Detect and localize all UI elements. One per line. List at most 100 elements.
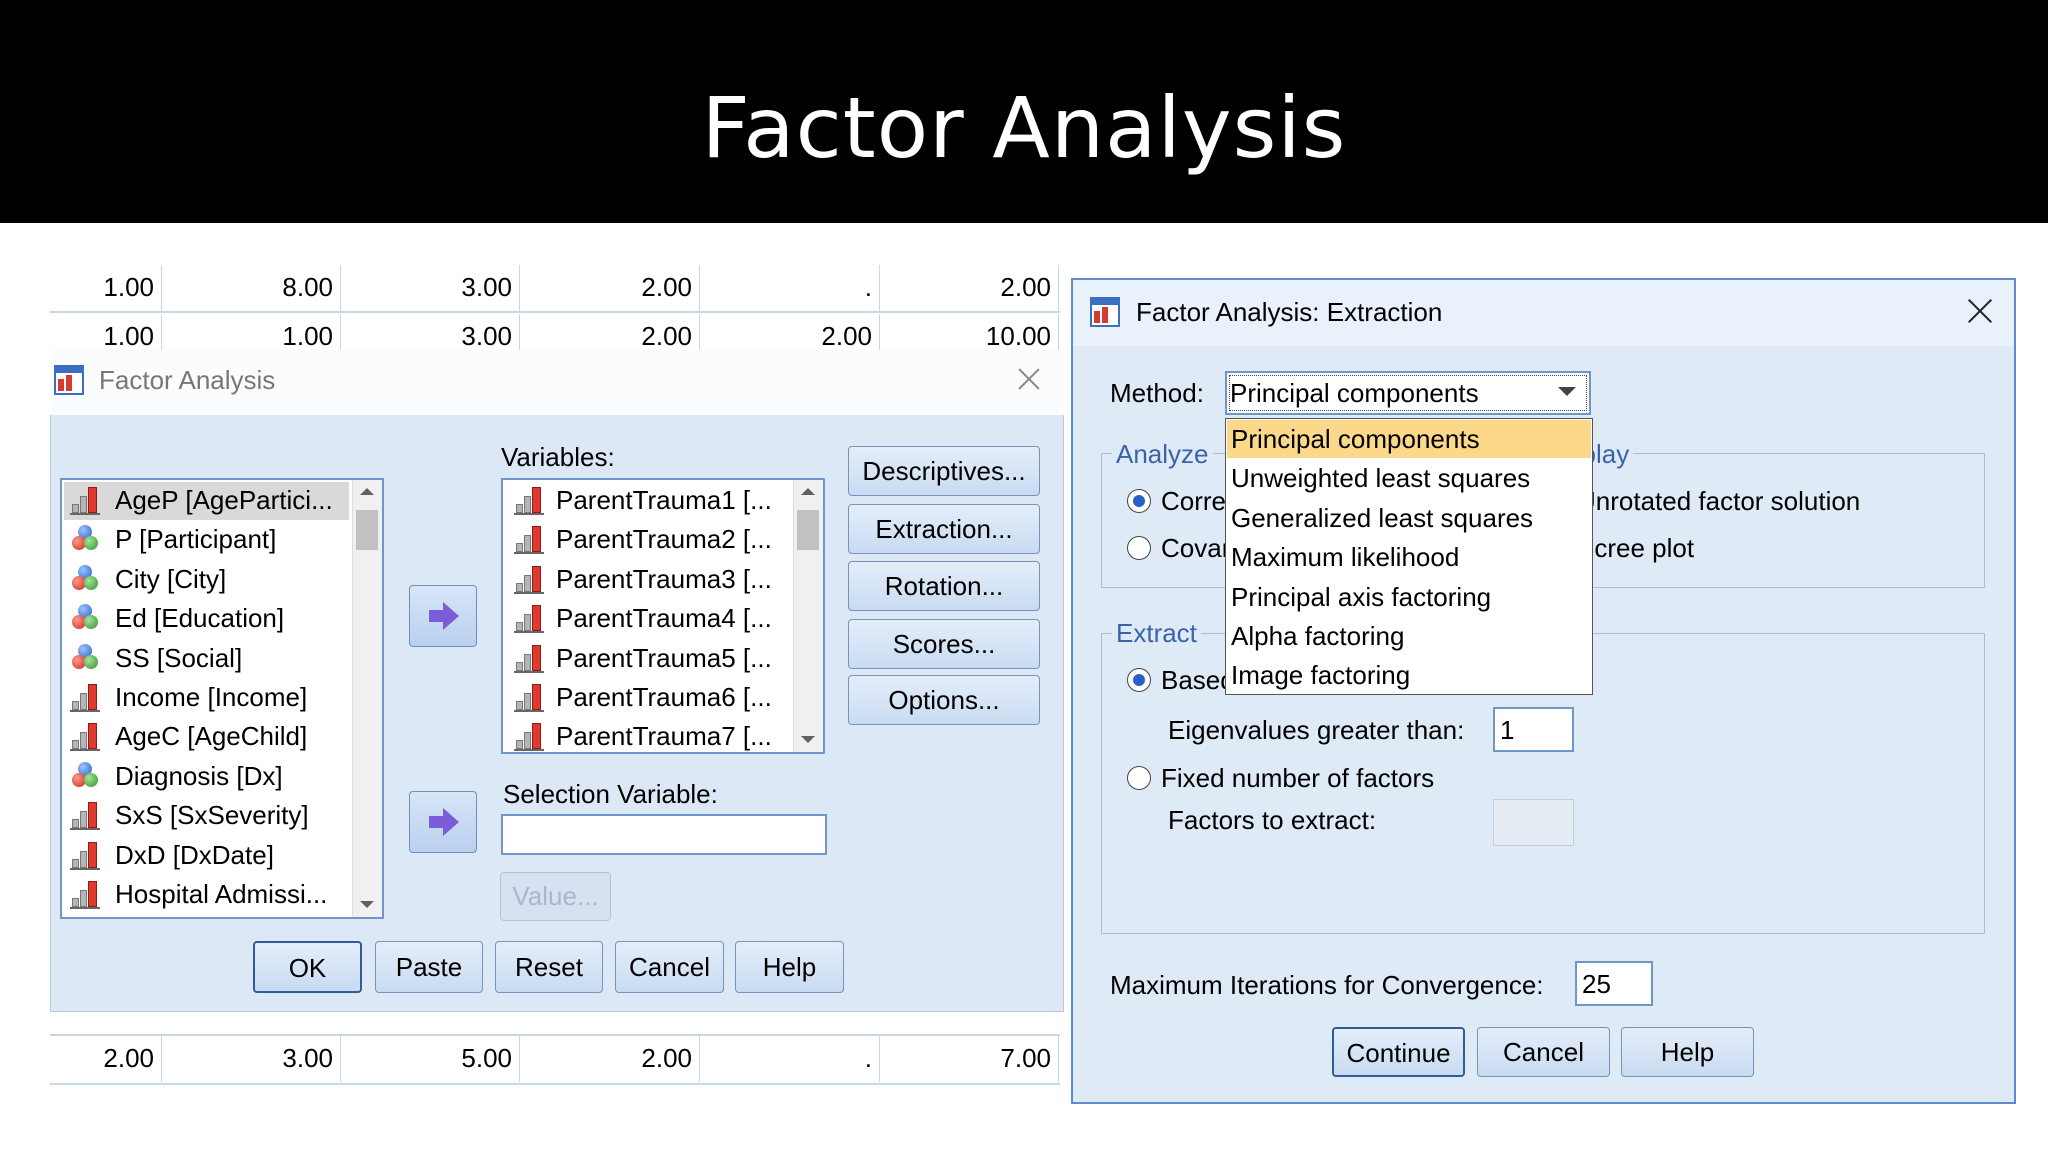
variable: ParentTrauma2 [...	[556, 524, 772, 555]
cell: .	[864, 272, 872, 302]
grid-col-line	[161, 1036, 162, 1082]
source-list[interactable]	[60, 478, 384, 919]
scale-icon	[524, 614, 531, 632]
header-bar	[0, 0, 2048, 223]
radio-button[interactable]	[1127, 766, 1151, 790]
dialog-button[interactable]: Help	[735, 941, 844, 993]
side-button[interactable]: Rotation...	[848, 561, 1040, 611]
selected-row	[64, 482, 349, 520]
dialog-titlebar	[50, 350, 1064, 415]
eigen-input[interactable]	[1493, 707, 1574, 752]
method-label: Method:	[1110, 378, 1204, 408]
scale-icon	[514, 710, 544, 712]
scroll-thumb	[797, 510, 819, 550]
close-button[interactable]	[1009, 359, 1049, 399]
side-button[interactable]: Extraction...	[848, 504, 1040, 554]
combo-arrow	[1558, 387, 1576, 396]
scale-icon	[88, 881, 97, 907]
method-option[interactable]: Unweighted least squares	[1231, 463, 1531, 494]
dialog-button[interactable]: OK	[253, 941, 362, 993]
nominal-icon	[72, 654, 86, 669]
cell: 2.00	[641, 321, 692, 351]
source-variable: Hospital Admissi...	[115, 879, 328, 909]
variables-list[interactable]	[501, 478, 825, 754]
field-label: Eigenvalues greater than:	[1168, 715, 1465, 745]
selection-label: Selection Variable:	[503, 779, 718, 809]
scale-icon	[514, 552, 544, 555]
dialog-button[interactable]: Cancel	[615, 941, 724, 993]
radio-dot	[1133, 495, 1145, 507]
nominal-icon	[78, 761, 92, 776]
grid-col-line	[1058, 1036, 1059, 1082]
group-label: Analyze	[1112, 437, 1213, 471]
source-variable: AgeC [AgeChild]	[115, 721, 308, 752]
scale-icon	[80, 890, 87, 907]
scale-icon	[532, 487, 541, 513]
method-option[interactable]: Principal components	[1231, 424, 1480, 454]
move-button[interactable]	[409, 791, 477, 853]
dialog-button[interactable]: Cancel	[1477, 1027, 1610, 1077]
variable: ParentTrauma5 [...	[556, 642, 772, 673]
nominal-icon	[78, 564, 92, 579]
scrollbar[interactable]	[352, 480, 382, 917]
scale-icon	[524, 535, 531, 553]
grid-row-line	[50, 1083, 1060, 1085]
method-option[interactable]: Alpha factoring	[1231, 621, 1405, 651]
scale-icon	[514, 670, 544, 673]
scale-icon	[70, 749, 100, 752]
dialog-button[interactable]: Continue	[1332, 1027, 1465, 1077]
radio-label: Fixed number of factors	[1161, 763, 1435, 793]
method-option[interactable]: Principal axis factoring	[1231, 581, 1492, 612]
variable: ParentTrauma7 [...	[556, 721, 772, 752]
dialog-button[interactable]: Help	[1621, 1027, 1754, 1077]
scale-icon	[524, 496, 531, 513]
side-button[interactable]: Descriptives...	[848, 446, 1040, 496]
cell: 1.00	[282, 321, 333, 351]
radio-button[interactable]	[1127, 668, 1151, 692]
highlighted-option	[1227, 420, 1591, 458]
grid-col-line	[161, 314, 162, 360]
iterations-input[interactable]	[1575, 961, 1653, 1006]
scale-icon	[532, 684, 541, 710]
cell: 3.00	[461, 272, 512, 302]
grid-col-line	[879, 1036, 880, 1082]
close-button[interactable]	[1960, 291, 2000, 331]
value-button[interactable]: Value...	[500, 872, 611, 921]
cell: 3.00	[461, 321, 512, 351]
side-button[interactable]: Options...	[848, 675, 1040, 725]
scale-icon	[70, 907, 100, 909]
scale-icon	[72, 858, 79, 868]
grid-col-line	[340, 314, 341, 360]
checkbox-label: Scree plot	[1577, 533, 1695, 563]
scale-icon	[88, 487, 97, 513]
side-button[interactable]: Scores...	[848, 619, 1040, 669]
grid-col-line	[340, 265, 341, 311]
scroll-thumb	[356, 510, 378, 550]
selection-input[interactable]	[501, 814, 827, 855]
nominal-icon	[78, 643, 92, 658]
scale-icon	[80, 732, 87, 750]
scale-icon	[532, 526, 541, 553]
radio-button[interactable]	[1127, 536, 1151, 560]
dialog-button[interactable]: Reset	[495, 941, 603, 993]
grid-row-line	[50, 1034, 1060, 1036]
iterations-value: 25	[1582, 969, 1611, 999]
dialog-button[interactable]: Paste	[375, 941, 483, 993]
method-option[interactable]: Image factoring	[1231, 660, 1411, 691]
combo-focus	[1229, 375, 1587, 411]
grid-col-line	[699, 265, 700, 311]
nominal-icon	[84, 772, 98, 787]
method-option[interactable]: Generalized least squares	[1231, 502, 1534, 533]
app-icon	[1090, 297, 1120, 305]
radio-dot	[1133, 674, 1145, 686]
method-option[interactable]: Maximum likelihood	[1231, 542, 1460, 573]
nominal-icon	[72, 536, 86, 551]
scroll-up-arrow	[360, 488, 374, 495]
scale-icon	[88, 841, 97, 868]
scale-icon	[72, 701, 79, 710]
scale-icon	[72, 504, 79, 513]
iterations-label: Maximum Iterations for Convergence:	[1110, 970, 1544, 1000]
method-combo[interactable]	[1225, 371, 1591, 415]
